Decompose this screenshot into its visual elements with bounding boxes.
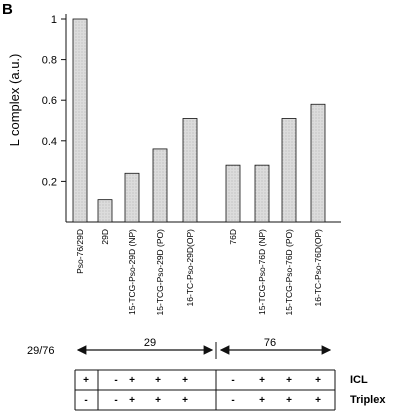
category-label: 16-TC-Pso-76D(OP) <box>313 229 323 307</box>
table-cell: + <box>155 375 161 386</box>
y-tick-label: 0.4 <box>42 136 57 148</box>
category-label: 15-TCG-Pso-76D (NP) <box>257 229 267 315</box>
category-label: 15-TCG-Pso-76D (PO) <box>284 229 294 316</box>
table-cell: + <box>286 395 292 406</box>
table-cell: + <box>315 375 321 386</box>
bar <box>225 164 241 223</box>
table-cell: + <box>259 375 265 386</box>
y-tick-label: 0.6 <box>42 95 57 107</box>
panel-label: B <box>2 1 13 18</box>
table-cell: - <box>114 375 117 386</box>
table-cell: + <box>259 395 265 406</box>
bar <box>182 118 198 223</box>
category-label: 15-TCG-Pso-29D (NP) <box>127 229 137 315</box>
y-axis-title: L complex (a.u.) <box>7 54 22 147</box>
bar <box>310 103 326 223</box>
category-label: 16-TC-Pso-29D(OP) <box>185 229 195 307</box>
table-cell: + <box>182 375 188 386</box>
bar <box>152 148 168 223</box>
table-cell: + <box>129 375 135 386</box>
category-label: 76D <box>228 229 238 245</box>
table-cell: + <box>129 395 135 406</box>
bar-chart: 0.2 0.4 0.6 0.8 1 Pso-76/29D 29D 15-TCG-Pso-29… <box>42 14 341 315</box>
table-cell: - <box>231 395 234 406</box>
y-tick-label: 0.2 <box>42 176 57 188</box>
table-cell: + <box>83 375 89 386</box>
group-indicator: 29/76 29 76 <box>27 337 332 359</box>
table-cell: - <box>84 395 87 406</box>
condition-table: + - + + + - + + + ICL - - + + + - + + + Triplex <box>74 369 386 411</box>
y-tick-label: 0.8 <box>42 55 57 67</box>
bar <box>124 172 140 223</box>
category-label: 29D <box>100 229 110 245</box>
table-cell: + <box>155 395 161 406</box>
y-tick-label: 1 <box>51 14 57 26</box>
table-cell: - <box>231 375 234 386</box>
bar <box>254 164 270 223</box>
table-cell: + <box>286 375 292 386</box>
category-label: Pso-76/29D <box>75 229 85 274</box>
bar <box>97 199 113 223</box>
y-ticks: 0.2 0.4 0.6 0.8 1 <box>42 14 66 188</box>
table-row-label: ICL <box>350 374 368 386</box>
table-cell: + <box>315 395 321 406</box>
table-cell: - <box>114 395 117 406</box>
group2-label: 76 <box>264 337 276 349</box>
left-group-label: 29/76 <box>27 345 55 357</box>
bar <box>281 118 297 223</box>
bar <box>72 18 88 223</box>
bars <box>72 18 326 223</box>
table-row-label: Triplex <box>350 394 386 406</box>
table-cell: + <box>182 395 188 406</box>
category-labels: Pso-76/29D 29D 15-TCG-Pso-29D (NP) 15-TCG-P… <box>75 229 323 316</box>
category-label: 15-TCG-Pso-29D (PO) <box>155 229 165 316</box>
group1-label: 29 <box>144 337 156 349</box>
